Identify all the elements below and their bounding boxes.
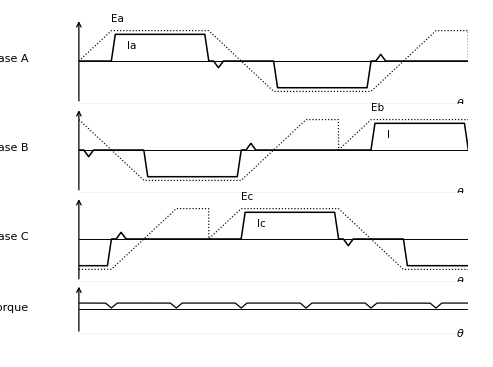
Text: Phase B: Phase B: [0, 143, 28, 153]
Text: Torque: Torque: [0, 303, 28, 313]
Text: Ec: Ec: [241, 192, 253, 201]
Text: Ia: Ia: [127, 41, 136, 51]
Text: θ: θ: [457, 99, 463, 109]
Text: I: I: [387, 130, 389, 140]
Text: Eb: Eb: [371, 102, 384, 113]
Text: θ: θ: [457, 329, 463, 339]
Text: Ic: Ic: [257, 219, 266, 229]
Text: θ: θ: [457, 188, 463, 198]
Text: Phase C: Phase C: [0, 232, 28, 242]
Text: Phase A: Phase A: [0, 54, 28, 64]
Text: Ea: Ea: [111, 14, 124, 23]
Text: θ: θ: [457, 277, 463, 287]
